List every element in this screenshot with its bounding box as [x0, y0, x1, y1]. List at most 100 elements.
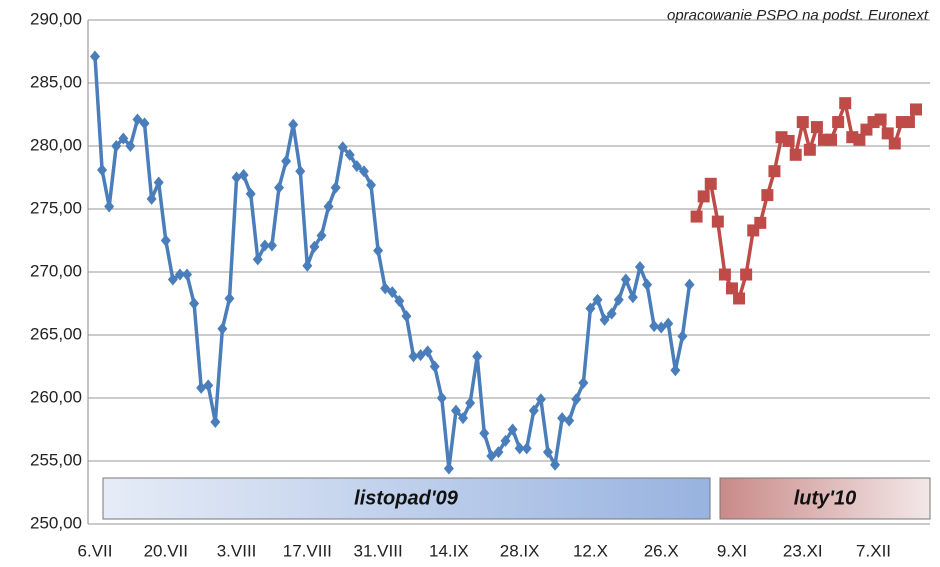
- marker: [90, 50, 100, 63]
- marker: [711, 215, 724, 228]
- marker: [796, 116, 809, 129]
- x-tick-label: 9.XI: [717, 541, 747, 560]
- marker: [535, 393, 546, 406]
- marker: [132, 113, 143, 126]
- y-tick-label: 265,00: [30, 324, 82, 343]
- marker: [564, 414, 575, 427]
- marker: [910, 103, 922, 116]
- marker: [649, 320, 660, 333]
- marker: [189, 297, 200, 310]
- marker: [733, 292, 746, 305]
- marker: [663, 317, 674, 330]
- y-tick-label: 260,00: [30, 387, 82, 406]
- marker: [789, 148, 802, 161]
- marker: [125, 140, 136, 152]
- x-tick-label: 6.VII: [78, 541, 113, 560]
- marker: [302, 259, 313, 272]
- marker: [514, 442, 525, 455]
- marker: [380, 282, 391, 295]
- marker: [740, 268, 753, 281]
- marker: [366, 179, 377, 192]
- marker: [97, 163, 108, 176]
- x-tick-label: 20.VII: [144, 541, 188, 560]
- marker: [224, 292, 235, 305]
- x-tick-label: 7.XII: [856, 541, 891, 560]
- x-tick-label: 23.XI: [783, 541, 823, 560]
- marker: [373, 244, 384, 257]
- marker: [507, 423, 518, 436]
- marker: [217, 322, 228, 335]
- y-tick-label: 250,00: [30, 513, 82, 532]
- marker: [238, 168, 249, 181]
- marker: [500, 434, 511, 447]
- marker: [599, 313, 610, 326]
- marker: [768, 165, 781, 178]
- marker: [387, 286, 398, 299]
- x-tick-label: 12.X: [573, 541, 608, 560]
- band-label: luty'10: [794, 487, 857, 509]
- marker: [704, 177, 717, 190]
- marker: [351, 160, 362, 173]
- marker: [316, 229, 327, 242]
- marker: [394, 294, 405, 307]
- marker: [521, 442, 532, 455]
- y-tick-label: 280,00: [30, 135, 82, 154]
- marker: [803, 143, 816, 156]
- marker: [684, 278, 695, 291]
- marker: [585, 302, 596, 315]
- marker: [642, 278, 653, 291]
- marker: [210, 415, 221, 428]
- marker: [182, 268, 193, 281]
- marker: [450, 404, 461, 417]
- marker: [429, 360, 440, 373]
- marker: [725, 282, 738, 295]
- marker: [839, 97, 852, 110]
- marker: [274, 181, 285, 194]
- x-tick-label: 3.VIII: [217, 541, 257, 560]
- marker: [167, 273, 178, 286]
- marker: [309, 240, 320, 253]
- x-tick-label: 14.IX: [429, 541, 469, 560]
- marker: [528, 404, 539, 417]
- marker: [677, 330, 688, 343]
- series-line: [93, 56, 692, 471]
- marker: [754, 216, 767, 229]
- x-tick-label: 31.VIII: [354, 541, 403, 560]
- marker: [252, 253, 263, 266]
- marker: [810, 121, 823, 134]
- marker: [670, 364, 681, 377]
- x-tick-label: 17.VIII: [283, 541, 332, 560]
- marker: [761, 189, 774, 202]
- y-tick-label: 285,00: [30, 72, 82, 91]
- marker: [592, 293, 603, 306]
- marker: [542, 446, 553, 459]
- marker: [825, 133, 838, 146]
- marker: [550, 458, 561, 471]
- marker: [139, 117, 150, 130]
- marker: [888, 137, 901, 150]
- marker: [782, 134, 795, 147]
- marker: [401, 310, 412, 323]
- marker: [860, 123, 873, 136]
- marker: [174, 268, 185, 281]
- marker: [634, 260, 645, 273]
- marker: [627, 291, 638, 304]
- marker: [656, 321, 667, 334]
- marker: [472, 350, 483, 363]
- marker: [153, 176, 164, 189]
- marker: [330, 181, 341, 194]
- y-tick-label: 290,00: [30, 9, 82, 28]
- marker: [853, 133, 866, 146]
- marker: [902, 116, 915, 129]
- marker: [571, 393, 582, 406]
- marker: [259, 239, 270, 252]
- marker: [358, 165, 369, 178]
- marker: [690, 210, 703, 223]
- marker: [337, 141, 348, 154]
- marker: [465, 397, 476, 410]
- marker: [613, 293, 624, 306]
- marker: [111, 140, 122, 152]
- marker: [874, 113, 887, 126]
- marker: [266, 239, 277, 252]
